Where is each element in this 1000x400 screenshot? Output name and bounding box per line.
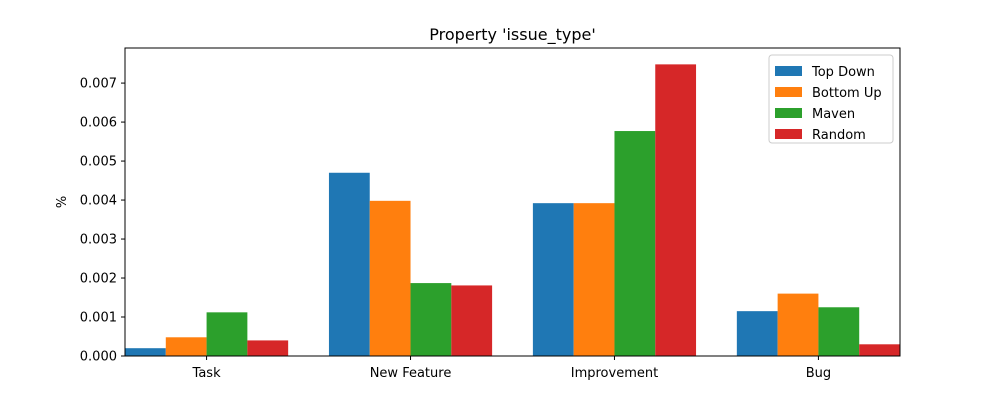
legend-swatch <box>775 129 802 139</box>
plot-area-frame <box>124 47 901 357</box>
legend-label: Maven <box>812 107 855 122</box>
bar-bottom-up-improvement <box>573 203 615 356</box>
bar-top-down-improvement <box>532 203 574 356</box>
bar-maven-task <box>206 312 248 356</box>
x-tick-label: New Feature <box>370 366 452 381</box>
y-tick-label: 0.005 <box>80 155 117 170</box>
y-tick-label: 0.002 <box>80 272 117 287</box>
bar-top-down-new-feature <box>328 172 370 356</box>
x-axis-ticks: Task New Feature Improvement Bug <box>192 356 831 381</box>
legend-label: Random <box>812 128 866 143</box>
legend-label: Bottom Up <box>812 86 882 101</box>
x-tick-label: Improvement <box>571 366 658 381</box>
bar-maven-improvement <box>614 131 656 356</box>
bar-top-down-bug <box>736 311 778 356</box>
legend-swatch <box>775 87 802 97</box>
bar-bottom-up-task <box>165 337 207 356</box>
bar-random-improvement <box>655 64 697 357</box>
bar-random-task <box>247 340 289 356</box>
bars-group <box>125 64 900 357</box>
legend-label: Top Down <box>811 65 875 80</box>
legend: Top Down Bottom Up Maven Random <box>768 54 894 144</box>
bar-random-bug <box>859 344 900 356</box>
legend-box <box>768 54 894 144</box>
bar-maven-bug <box>818 307 860 356</box>
y-axis-label: % <box>55 196 70 208</box>
legend-swatch <box>775 66 802 76</box>
bar-bottom-up-new-feature <box>369 200 411 356</box>
y-tick-label: 0.001 <box>80 311 117 326</box>
y-tick-label: 0.003 <box>80 233 117 248</box>
x-tick-label: Task <box>192 366 222 381</box>
y-tick-label: 0.004 <box>80 194 117 209</box>
bar-bottom-up-bug <box>777 293 819 356</box>
y-tick-label: 0.006 <box>80 116 117 131</box>
bar-random-new-feature <box>451 285 493 356</box>
legend-swatch <box>775 108 802 118</box>
bar-maven-new-feature <box>410 283 452 356</box>
chart-title: Property 'issue_type' <box>429 25 595 45</box>
y-axis-ticks: 0.000 0.001 0.002 0.003 0.004 0.005 0.006 0.007 <box>80 77 125 365</box>
y-tick-label: 0.007 <box>80 77 117 92</box>
bar-top-down-task <box>125 348 166 356</box>
y-tick-label: 0.000 <box>80 350 117 365</box>
x-tick-label: Bug <box>806 366 831 381</box>
